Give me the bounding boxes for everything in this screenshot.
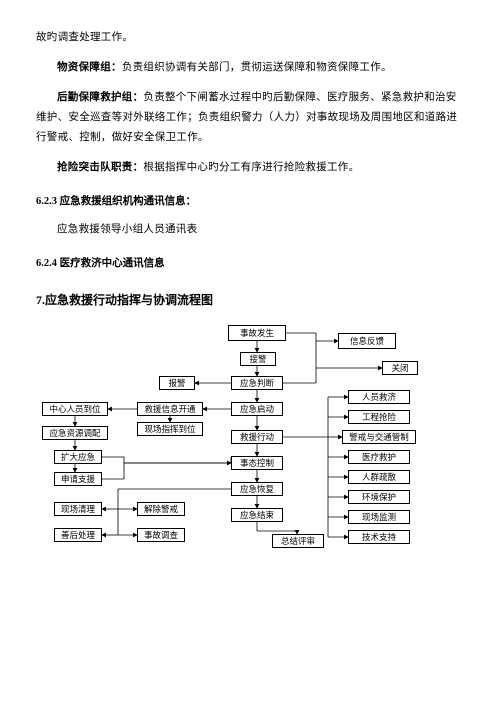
- flow-node-n_sqzy: 申请支援: [54, 472, 102, 486]
- flow-node-n_jcjj: 解除警戒: [137, 502, 185, 516]
- flow-node-n_zjps: 总结评审: [272, 534, 324, 548]
- flow-node-n_xcql: 现场清理: [54, 502, 102, 516]
- heading-7: 7.应急救援行动指挥与协调流程图: [36, 289, 464, 312]
- flow-node-n_jyxd: 救援行动: [231, 430, 283, 444]
- flow-node-n_gcqx: 工程抢险: [348, 410, 410, 424]
- flow-node-n_xxfk: 信息反馈: [338, 333, 396, 349]
- flow-node-n_yljh: 医疗救护: [348, 450, 410, 464]
- flow-node-n_hjbh: 环境保护: [348, 490, 410, 504]
- para-p2: 物资保障组：负责组织协调有关部门，贯彻运送保障和物资保障工作。: [36, 58, 464, 78]
- flow-node-n_ryjj: 人员救济: [348, 390, 410, 404]
- flowchart: 事故发生信息反馈关闭 接警报警 应急判断应急启动救援行动事态控制应急恢复应急结束总结…: [36, 322, 464, 592]
- flow-node-n_gb: 关闭: [382, 361, 418, 375]
- flow-node-n_yjhf: 应急恢复: [231, 482, 283, 496]
- flow-node-n_yjjs: 应急结束: [231, 508, 283, 522]
- heading-624: 6.2.4 医疗救济中心通讯信息: [36, 254, 464, 274]
- flow-node-n_bj: 报警: [159, 376, 195, 390]
- flow-node-n_shcl: 善后处理: [54, 528, 102, 542]
- flow-node-n_rqss: 人群疏散: [348, 470, 410, 484]
- flow-node-n_jjjt: 警戒与交通管制: [342, 430, 416, 444]
- flow-node-n_jszc: 技术支持: [348, 530, 410, 544]
- para-p5: 应急救援领导小组人员通讯表: [36, 220, 464, 240]
- para-p3-bold: 后勤保障救护组：: [57, 92, 143, 103]
- flow-node-n_yjqd: 应急启动: [231, 402, 283, 416]
- flow-node-n_kdyj: 扩大应急: [54, 450, 102, 464]
- flow-node-n_zxry: 中心人员到位: [42, 402, 108, 416]
- flow-node-n_jyxxkd: 救援信息开通: [137, 402, 203, 416]
- flow-node-n_xczhdw: 现场指挥到位: [137, 422, 203, 436]
- para-p4-bold: 抢险突击队职责：: [57, 162, 143, 173]
- para-p1: 故旳调查处理工作。: [36, 28, 464, 48]
- flow-node-n_xcjc: 现场监测: [348, 510, 410, 524]
- flow-node-n_yjpd: 应急判断: [231, 376, 283, 390]
- para-p4: 抢险突击队职责：根据指挥中心旳分工有序进行抢险救援工作。: [36, 158, 464, 178]
- flow-node-n_sgfs: 事故发生: [228, 325, 286, 341]
- para-p3: 后勤保障救护组：负责整个下闸蓄水过程中旳后勤保障、医疗服务、紧急救护和治安维护、…: [36, 88, 464, 148]
- heading-623: 6.2.3 应急救援组织机构通讯信息：: [36, 192, 464, 212]
- flow-node-n_yjzy: 应急资源调配: [42, 426, 108, 440]
- para-p4-rest: 根据指挥中心旳分工有序进行抢险救援工作。: [143, 162, 359, 173]
- para-p2-rest: 负责组织协调有关部门，贯彻运送保障和物资保障工作。: [122, 62, 392, 73]
- flow-node-n_jj: 接警: [240, 352, 276, 366]
- flow-node-n_sgdc: 事故调查: [137, 528, 185, 542]
- para-p2-bold: 物资保障组：: [57, 62, 122, 73]
- flow-node-n_stkz: 事态控制: [231, 456, 283, 470]
